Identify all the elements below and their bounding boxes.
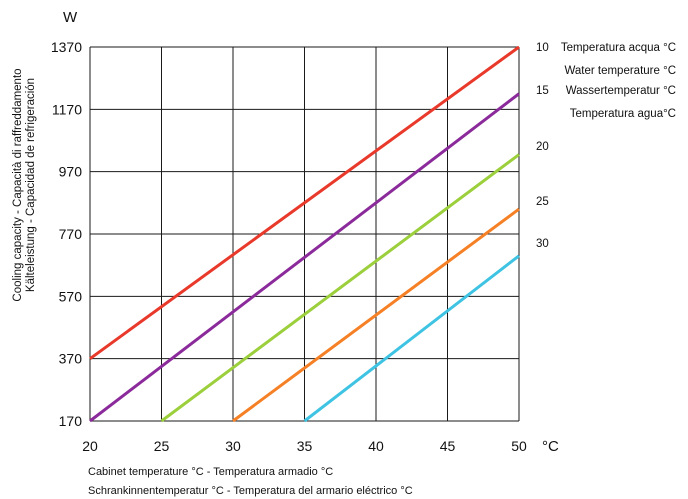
series-line-20 xyxy=(160,153,520,423)
series-line-30 xyxy=(303,254,520,423)
x-tick-label-0: 20 xyxy=(82,438,98,454)
y-tick-labels: 170 370 570 770 970 1170 1370 xyxy=(51,39,82,429)
x-unit-label: °C xyxy=(542,438,559,455)
x-tick-labels: 20 25 30 35 40 45 50 xyxy=(82,438,527,454)
series-line-15 xyxy=(89,92,520,423)
x-tick-label-5: 45 xyxy=(440,438,456,454)
x-tick-label-4: 40 xyxy=(368,438,384,454)
legend-item-20: 20 xyxy=(536,141,549,153)
series-line-10 xyxy=(89,45,520,360)
y-tick-label-6: 1370 xyxy=(51,39,82,55)
legend-item-30: 30 xyxy=(536,238,549,250)
legend-title-line-2: Water temperature °C xyxy=(564,65,676,77)
legend-item-10: 10 xyxy=(536,42,549,54)
x-axis-label-line-2: Schrankinnentemperatur °C - Temperatura … xyxy=(88,485,413,497)
x-tick-label-2: 30 xyxy=(225,438,241,454)
legend-item-25: 25 xyxy=(536,196,549,208)
grid xyxy=(89,46,520,422)
series-line-25 xyxy=(232,207,520,423)
y-tick-label-0: 170 xyxy=(59,413,83,429)
y-tick-label-4: 970 xyxy=(59,164,83,180)
y-tick-label-3: 770 xyxy=(59,226,83,242)
x-tick-label-1: 25 xyxy=(154,438,170,454)
y-unit-label: W xyxy=(63,9,78,26)
legend: 10 15 20 25 30 xyxy=(536,42,549,250)
y-axis-label-line-1: Cooling capacity - Capacità di raffredda… xyxy=(12,68,24,301)
y-tick-label-2: 570 xyxy=(59,288,83,304)
y-tick-label-5: 1170 xyxy=(52,101,82,117)
series-lines xyxy=(89,45,520,423)
legend-title-line-4: Temperatura agua°C xyxy=(570,108,676,120)
legend-item-15: 15 xyxy=(536,85,549,97)
x-tick-label-6: 50 xyxy=(511,438,527,454)
legend-title-line-3: Wassertemperatur °C xyxy=(566,85,676,97)
y-tick-label-1: 370 xyxy=(59,351,83,367)
x-tick-label-3: 35 xyxy=(297,438,313,454)
y-axis-label-line-2: Kälteleistung - Capacidad de refrigeraci… xyxy=(25,78,37,292)
x-axis-label-line-1: Cabinet temperature °C - Temperatura arm… xyxy=(88,466,333,478)
legend-title-line-1: Temperatura acqua °C xyxy=(561,42,676,54)
